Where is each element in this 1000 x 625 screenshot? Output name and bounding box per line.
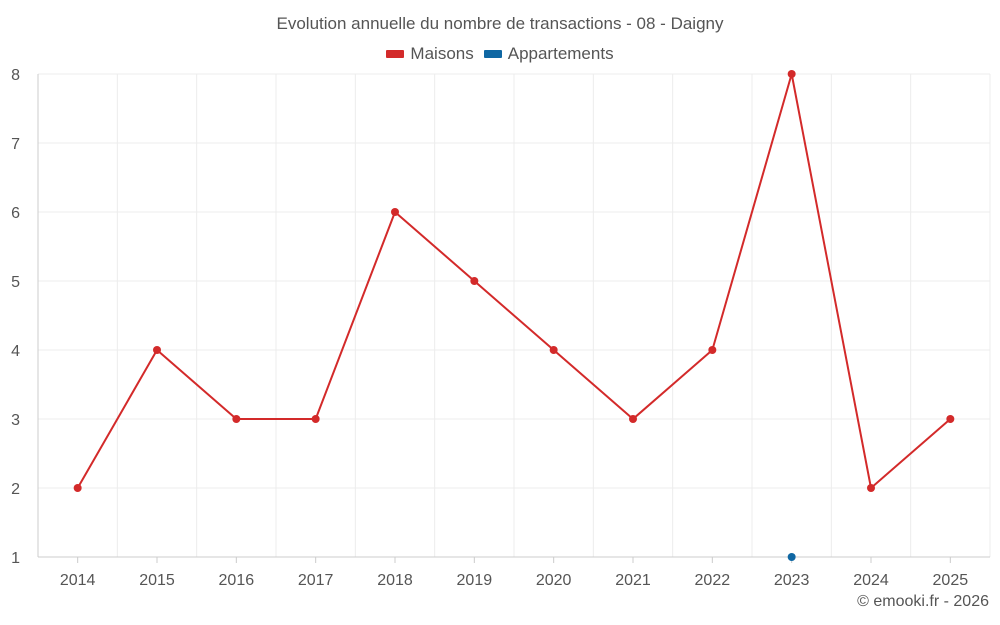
x-tick-label: 2025 (933, 572, 969, 589)
y-tick-label: 6 (11, 205, 20, 222)
chart-title: Evolution annuelle du nombre de transact… (276, 14, 724, 33)
y-tick-label: 7 (11, 136, 20, 153)
data-point-maisons (867, 484, 875, 492)
x-tick-label: 2015 (139, 572, 175, 589)
data-point-maisons (153, 346, 161, 354)
data-point-maisons (549, 346, 558, 354)
x-tick-label: 2023 (774, 572, 810, 589)
x-tick-label: 2017 (298, 572, 334, 589)
y-tick-label: 2 (11, 481, 20, 498)
x-tick-label: 2020 (536, 572, 572, 589)
credit-text: © emooki.fr - 2026 (857, 593, 989, 610)
legend-item-maisons[interactable]: Maisons (386, 44, 474, 64)
data-point-maisons (232, 415, 241, 423)
data-point-maisons (470, 277, 479, 285)
legend-label-maisons: Maisons (410, 44, 474, 63)
legend-swatch-appartements (483, 50, 502, 58)
y-tick-label: 3 (11, 412, 20, 429)
x-tick-label: 2018 (377, 572, 413, 589)
x-tick-label: 2016 (219, 572, 255, 589)
x-tick-label: 2019 (457, 572, 493, 589)
y-tick-label: 8 (11, 67, 20, 84)
series-line-maisons (76, 73, 951, 489)
data-point-maisons (708, 346, 717, 354)
x-tick-label: 2014 (60, 572, 96, 589)
data-point-maisons (787, 70, 796, 78)
x-tick-label: 2022 (695, 572, 731, 589)
y-tick-label: 4 (11, 343, 20, 360)
data-point-maisons (629, 415, 637, 423)
legend-item-appartements[interactable]: Appartements (483, 44, 614, 64)
data-point-appartements (787, 553, 796, 561)
x-tick-label: 2024 (853, 572, 889, 589)
legend: Maisons Appartements (0, 44, 1000, 64)
legend-label-appartements: Appartements (507, 44, 614, 63)
data-point-maisons (946, 415, 955, 423)
data-point-maisons (311, 415, 320, 423)
data-point-maisons (391, 208, 399, 216)
legend-swatch-maisons (386, 50, 405, 58)
x-tick-label: 2021 (615, 572, 651, 589)
y-tick-label: 5 (11, 274, 20, 291)
y-tick-label: 1 (11, 550, 20, 567)
data-point-maisons (73, 484, 82, 492)
